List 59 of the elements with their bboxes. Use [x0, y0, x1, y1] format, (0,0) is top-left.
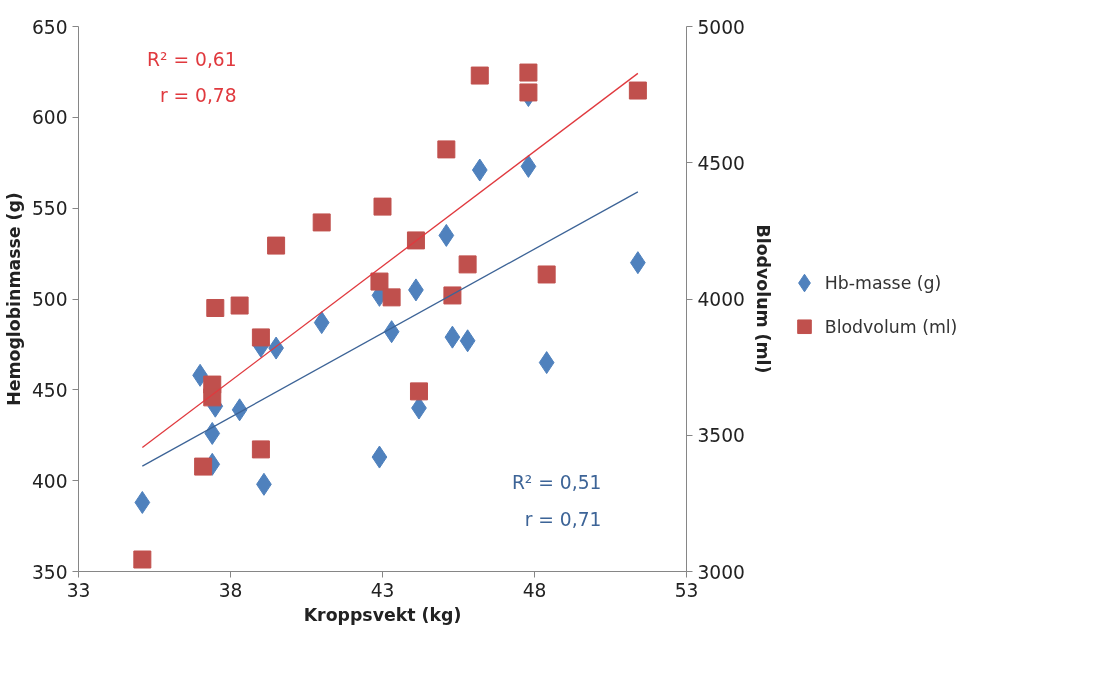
point: [134, 490, 151, 514]
point: [382, 288, 401, 307]
y2-tick-label: 3000: [697, 561, 745, 583]
point: [251, 440, 270, 459]
point: [458, 255, 477, 274]
y2-axis-title: Blodvolum (ml): [752, 224, 773, 374]
x-tick-label: 33: [66, 579, 91, 601]
y2-tick-label: 4000: [697, 289, 745, 310]
y-tick-label: 650: [31, 16, 68, 38]
y2-tick-label: 5000: [697, 16, 745, 38]
point: [206, 298, 225, 317]
y-tick-label: 450: [31, 379, 68, 401]
y-tick-label: 550: [31, 198, 68, 220]
annotation: r = 0,71: [524, 508, 602, 530]
y-tick-label: 350: [31, 561, 68, 583]
y-tick-label: 400: [31, 470, 68, 492]
point: [251, 328, 270, 347]
point: [133, 550, 152, 569]
point: [437, 140, 456, 159]
x-tick-label: 43: [370, 579, 395, 601]
x-axis-title: Kroppsvekt (kg): [303, 604, 462, 625]
legend-label: Blodvolum (ml): [824, 316, 958, 337]
point: [370, 272, 389, 291]
x-tick-label: 53: [674, 579, 699, 601]
point: [470, 66, 489, 85]
point: [409, 382, 428, 401]
legend-label: Hb-masse (g): [824, 273, 942, 294]
annotation: R² = 0,51: [511, 472, 602, 494]
point: [628, 81, 647, 100]
point: [373, 197, 392, 216]
point: [459, 329, 476, 353]
y2-tick-label: 3500: [697, 425, 745, 447]
point: [231, 398, 248, 422]
x-tick-label: 48: [522, 579, 547, 601]
annotation: R² = 0,61: [147, 49, 237, 71]
y-tick-label: 500: [31, 289, 68, 310]
point: [444, 325, 461, 349]
point: [383, 320, 400, 344]
point: [519, 83, 538, 102]
point: [471, 158, 488, 182]
point: [443, 286, 462, 305]
y2-tick-label: 4500: [697, 152, 745, 174]
x-tick-label: 38: [218, 579, 243, 601]
y-axis-title: Hemoglobinmasse (g): [3, 192, 24, 406]
y-tick-label: 600: [31, 107, 68, 129]
point: [438, 223, 455, 247]
point: [194, 457, 213, 476]
point: [267, 236, 286, 255]
point: [312, 213, 331, 232]
point: [203, 388, 222, 407]
point: [371, 445, 388, 469]
point: [538, 351, 555, 375]
point: [230, 296, 249, 315]
annotation: r = 0,78: [159, 85, 237, 107]
point: [537, 265, 556, 284]
point: [520, 154, 537, 178]
point: [519, 63, 538, 82]
point: [204, 421, 221, 445]
point: [313, 311, 330, 335]
